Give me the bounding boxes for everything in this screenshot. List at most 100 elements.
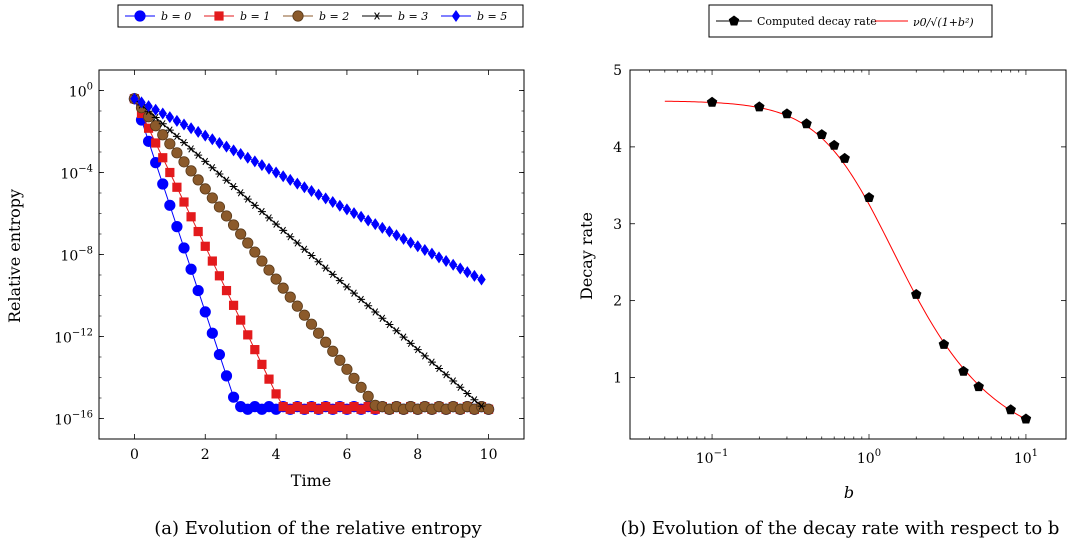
- series-a-point: [356, 404, 366, 414]
- series-a-point: [201, 129, 210, 142]
- series-a-point: [271, 389, 281, 399]
- series-a-point: [371, 308, 380, 316]
- series-a-point: [207, 256, 217, 266]
- series-a-point: [158, 153, 168, 163]
- series-a-point: [300, 181, 309, 194]
- series-a-point: [470, 396, 479, 404]
- series-a-point: [164, 199, 176, 211]
- series-a-point: [270, 273, 282, 285]
- series-b-point: [816, 129, 827, 140]
- plot-a-xtick-label: 6: [342, 447, 351, 463]
- series-a-point: [449, 377, 458, 385]
- series-b-point: [1020, 413, 1032, 424]
- plot-b-ytick-label: 5: [613, 63, 622, 79]
- series-a-point: [265, 214, 273, 222]
- series-a-point: [213, 201, 226, 213]
- legend-a-entry: b = 5: [441, 10, 507, 23]
- series-a-point: [328, 270, 337, 279]
- legend-b-label: ν0/√(1+b²): [913, 16, 974, 29]
- series-a-point: [350, 289, 358, 297]
- series-a-point: [413, 345, 422, 354]
- series-a-point: [279, 226, 288, 235]
- series-a-point: [363, 214, 373, 227]
- series-a-point: [213, 348, 226, 361]
- caption-b: (b) Evolution of the decay rate with res…: [621, 518, 1060, 539]
- legend-a-entry: b = 2: [283, 10, 349, 23]
- plot-a-ytick-label: 10−8: [60, 246, 93, 265]
- series-a-point: [392, 229, 401, 242]
- series-a-point: [144, 100, 153, 113]
- series-a-point: [285, 404, 295, 414]
- series-a-point: [171, 147, 183, 159]
- series-b-point: [839, 152, 850, 163]
- series-a-point: [206, 192, 218, 204]
- series-a-point: [371, 218, 380, 231]
- series-a-point: [172, 182, 182, 192]
- series-a-point: [236, 315, 246, 325]
- series-a-point: [186, 122, 196, 135]
- series-a-2: [128, 93, 495, 415]
- series-a-point: [193, 125, 203, 138]
- legend-a: b = 0 b = 1 b = 2 b = 3 b = 5: [117, 4, 524, 28]
- series-a-point: [277, 282, 289, 294]
- legend-b: Computed decay rate ν0/√(1+b²): [708, 4, 993, 38]
- series-b-point: [754, 101, 765, 112]
- series-a-point: [456, 383, 465, 391]
- series-a-point: [179, 118, 189, 131]
- series-a-point: [399, 232, 408, 245]
- series-a-point: [364, 302, 373, 310]
- series-a-point: [236, 148, 245, 161]
- series-a-point: [157, 178, 169, 190]
- series-a-point: [357, 295, 366, 304]
- plot-b-ytick-label: 2: [613, 294, 622, 310]
- series-b-theory-line: [664, 100, 1027, 420]
- series-a-point: [470, 269, 479, 282]
- legend-a-label: b = 0: [161, 10, 191, 23]
- legend-a-label: b = 2: [319, 10, 349, 23]
- series-a-point: [349, 207, 359, 220]
- series-a-point: [321, 264, 330, 272]
- series-a-point: [307, 184, 316, 197]
- series-b-point: [863, 192, 875, 203]
- series-a-point: [413, 240, 422, 253]
- legend-a-entry: b = 3: [362, 10, 428, 23]
- series-a-point: [392, 327, 401, 335]
- series-a-point: [291, 300, 303, 312]
- series-a-point: [355, 381, 367, 393]
- plot-b-ytick-label: 4: [613, 140, 622, 156]
- series-a-point: [136, 108, 147, 119]
- plot-a-xtick-label: 2: [201, 447, 210, 463]
- plot-b-xlabel: b: [844, 483, 854, 502]
- series-a-point: [187, 145, 196, 153]
- series-a-point: [284, 291, 296, 303]
- series-a-point: [434, 251, 444, 264]
- series-a-point: [199, 306, 211, 318]
- series-b-computed: [706, 96, 1032, 424]
- series-a-point: [192, 284, 204, 297]
- series-a-point: [427, 358, 436, 366]
- series-b-point: [1005, 404, 1016, 415]
- series-a-point: [335, 402, 345, 412]
- series-a-point: [456, 262, 465, 275]
- series-a-point: [222, 140, 231, 153]
- series-a-point: [227, 219, 240, 231]
- series-a-point: [305, 318, 318, 330]
- series-a-point: [215, 170, 224, 178]
- series-a-point: [356, 210, 366, 223]
- series-a-point: [215, 136, 224, 149]
- plot-a-ytick-label: 100: [69, 82, 93, 101]
- series-a-point: [250, 345, 260, 355]
- plot-b: 1 2 3 4 5 10−1 100 101 b Decay rate: [577, 63, 1067, 502]
- series-a-point: [378, 221, 387, 234]
- series-a-point: [341, 363, 353, 375]
- series-a-point: [314, 258, 323, 266]
- series-a-point: [264, 162, 274, 175]
- plot-b-ytick-label: 1: [613, 371, 622, 387]
- series-a-point: [335, 276, 344, 285]
- series-a-point: [150, 120, 162, 132]
- series-a-point: [328, 196, 337, 209]
- series-a-point: [214, 271, 225, 281]
- series-a-point: [362, 390, 374, 402]
- series-a-point: [186, 212, 196, 222]
- series-a-point: [420, 243, 430, 256]
